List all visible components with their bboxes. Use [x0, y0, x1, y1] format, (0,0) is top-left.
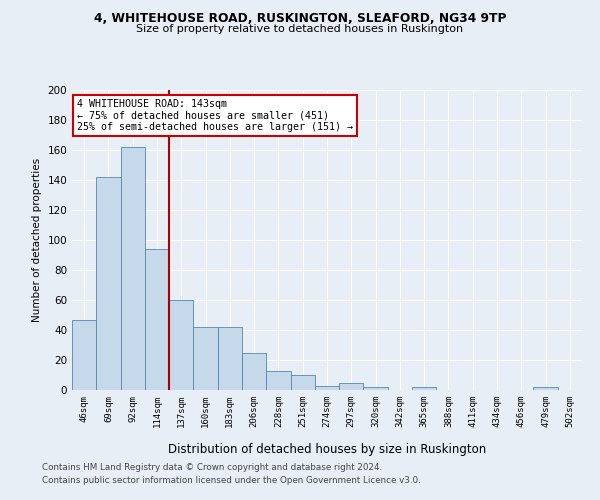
Text: Contains HM Land Registry data © Crown copyright and database right 2024.: Contains HM Land Registry data © Crown c…: [42, 464, 382, 472]
Text: Contains public sector information licensed under the Open Government Licence v3: Contains public sector information licen…: [42, 476, 421, 485]
Bar: [412, 387, 436, 390]
Bar: [339, 382, 364, 390]
Bar: [72, 320, 96, 390]
Text: 4 WHITEHOUSE ROAD: 143sqm
← 75% of detached houses are smaller (451)
25% of semi: 4 WHITEHOUSE ROAD: 143sqm ← 75% of detac…: [77, 99, 353, 132]
Bar: [315, 386, 339, 390]
Bar: [96, 177, 121, 390]
Bar: [145, 249, 169, 390]
Bar: [533, 387, 558, 390]
Text: Distribution of detached houses by size in Ruskington: Distribution of detached houses by size …: [168, 442, 486, 456]
Bar: [218, 327, 242, 390]
Bar: [193, 327, 218, 390]
Y-axis label: Number of detached properties: Number of detached properties: [32, 158, 42, 322]
Bar: [364, 387, 388, 390]
Bar: [290, 375, 315, 390]
Bar: [169, 300, 193, 390]
Text: 4, WHITEHOUSE ROAD, RUSKINGTON, SLEAFORD, NG34 9TP: 4, WHITEHOUSE ROAD, RUSKINGTON, SLEAFORD…: [94, 12, 506, 26]
Text: Size of property relative to detached houses in Ruskington: Size of property relative to detached ho…: [136, 24, 464, 34]
Bar: [242, 352, 266, 390]
Bar: [266, 370, 290, 390]
Bar: [121, 147, 145, 390]
